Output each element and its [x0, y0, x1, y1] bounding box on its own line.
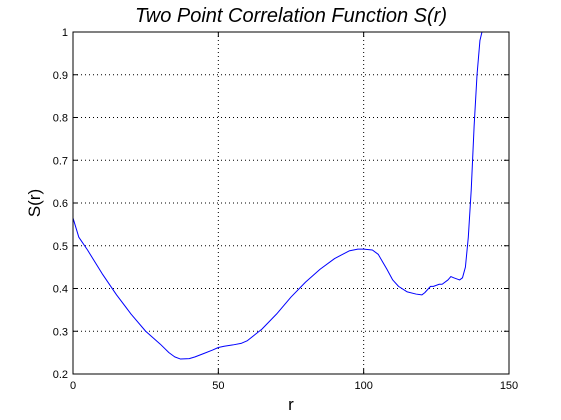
series-line	[73, 32, 483, 360]
series-group	[73, 32, 483, 360]
y-tick-label: 1	[62, 27, 68, 39]
y-tick-label: 0.9	[53, 70, 68, 82]
x-tick-label: 0	[70, 380, 76, 392]
plot-frame	[72, 31, 510, 375]
chart-title: Two Point Correlation Function S(r)	[135, 5, 447, 27]
x-tick-label: 50	[212, 380, 224, 392]
y-tick-label: 0.7	[53, 155, 68, 167]
y-tick-label: 0.3	[53, 326, 68, 338]
y-tick-label: 0.5	[53, 241, 68, 253]
y-tick-label: 0.2	[53, 369, 68, 381]
x-axis-title: r	[288, 395, 294, 414]
y-axis-title: S(r)	[25, 189, 44, 217]
x-tick-label: 100	[354, 380, 372, 392]
y-tick-label: 0.4	[53, 284, 68, 296]
x-tick-label: 150	[500, 380, 518, 392]
y-tick-label: 0.8	[53, 113, 68, 125]
tick-labels: 0 50 100 150 0.2 0.3 0.4 0.5 0.6 0.7 0.8 0.9 1	[53, 27, 518, 392]
y-tick-label: 0.6	[53, 198, 68, 210]
